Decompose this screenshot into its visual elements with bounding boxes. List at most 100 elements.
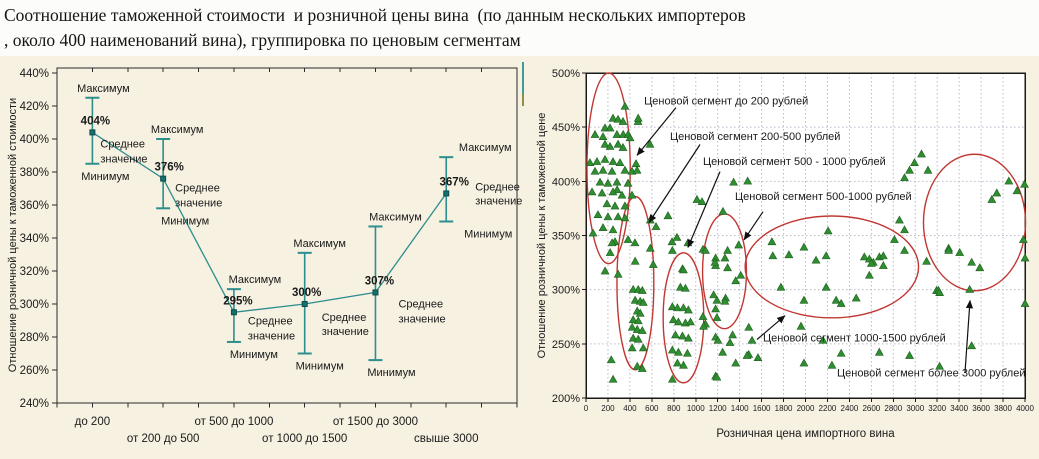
scatter-point xyxy=(895,215,904,224)
scatter-point xyxy=(720,296,730,305)
scatter-point xyxy=(630,256,640,265)
scatter-point xyxy=(618,116,628,125)
scatter-point xyxy=(905,350,914,359)
scatter-point xyxy=(620,213,630,222)
mean-value-label: 295% xyxy=(223,295,252,307)
right-x-tick-label: 3600 xyxy=(972,404,990,413)
scatter-point xyxy=(821,251,831,260)
segment-annotation: Ценовой сегмент более 3000 рублей xyxy=(837,367,1025,379)
scatter-point xyxy=(682,348,692,357)
right-x-tick-label: 0 xyxy=(584,404,589,413)
scatter-point xyxy=(600,266,610,275)
mean-value-label: 376% xyxy=(154,162,183,174)
segment-annotation: Ценовой сегмент 500-1000 рублей xyxy=(735,191,912,203)
scatter-point xyxy=(598,132,608,141)
scatter-point xyxy=(827,360,837,369)
scatter-point xyxy=(585,158,595,167)
right-annotations: Ценовой сегмент до 200 рублей Ценовой сег… xyxy=(636,95,1025,379)
scatter-point xyxy=(734,240,744,249)
left-x-axis: до 200 от 200 до 500 от 500 до 1000 от 1000… xyxy=(56,68,518,445)
scatter-point xyxy=(592,157,602,165)
right-x-axis-title: Розничная цена импортного вина xyxy=(716,428,895,440)
divider-artifact-olive xyxy=(522,94,524,106)
left-x-category-label: от 500 до 1000 xyxy=(194,416,273,428)
scatter-point xyxy=(955,248,965,256)
scatter-point xyxy=(605,248,615,256)
scatter-point xyxy=(923,165,933,174)
scatter-point xyxy=(633,334,643,343)
right-y-axis: 200% 250% 300% 350% 400% 450% 500% xyxy=(552,68,586,405)
scatter-point xyxy=(668,315,678,324)
right-x-tick-label: 1600 xyxy=(753,404,771,413)
scatter-point xyxy=(671,330,680,339)
scatter-point xyxy=(605,123,615,132)
scatter-point xyxy=(625,133,635,142)
scatter-point xyxy=(699,321,708,330)
scatter-point xyxy=(965,284,975,293)
scatter-point xyxy=(667,245,677,254)
segment-ellipse xyxy=(922,153,1027,292)
scatter-point xyxy=(663,211,673,220)
right-chart: 200% 250% 300% 350% 400% 450% 500% 0 200 400 600 80… xyxy=(536,68,1034,440)
left-x-category-label: свыше 3000 xyxy=(414,433,479,445)
scatter-point xyxy=(686,317,695,326)
maximum-label: Максимум xyxy=(77,83,130,95)
scatter-point xyxy=(645,139,655,148)
annotation-arrow xyxy=(687,171,721,248)
scatter-point xyxy=(603,212,613,221)
scatter-point xyxy=(917,149,926,158)
right-x-tick-label: 2000 xyxy=(797,404,815,413)
scatter-point xyxy=(731,358,741,367)
annotation-arrow xyxy=(636,107,677,156)
scatter-point xyxy=(910,158,919,167)
scatter-point xyxy=(673,358,682,367)
right-y-tick-label: 450% xyxy=(552,122,580,134)
maximum-label: Максимум xyxy=(293,238,346,250)
right-x-tick-label: 2800 xyxy=(884,404,902,413)
scatter-point xyxy=(712,295,722,304)
scatter-point xyxy=(742,350,752,359)
mean-caption-line1: Среднее xyxy=(398,298,443,310)
scatter-point xyxy=(718,206,728,215)
right-x-tick-label: 3200 xyxy=(928,404,946,413)
page-title: Соотношение таможенной стоимости и розни… xyxy=(0,0,1039,56)
scatter-point xyxy=(598,165,608,174)
scatter-point xyxy=(613,269,623,278)
mean-caption-line2: значение xyxy=(100,153,147,165)
scatter-point xyxy=(678,331,687,340)
right-x-tick-label: 1800 xyxy=(775,404,793,413)
maximum-label: Максимум xyxy=(151,124,204,136)
scatter-point xyxy=(631,159,641,168)
scatter-point xyxy=(900,245,909,254)
scatter-point xyxy=(935,361,945,370)
scatter-point xyxy=(590,166,600,175)
annotation-arrow xyxy=(756,315,786,340)
mean-marker xyxy=(89,129,96,136)
scatter-point xyxy=(620,201,630,210)
scatter-point xyxy=(736,270,746,279)
scatter-point xyxy=(1020,179,1029,188)
scatter-point xyxy=(711,304,721,313)
scatter-point xyxy=(637,326,647,334)
scatter-point xyxy=(723,245,732,254)
scatter-point xyxy=(692,194,702,203)
scatter-point xyxy=(620,165,630,174)
left-y-tick-label: 240% xyxy=(20,398,49,410)
scatter-point xyxy=(608,225,618,234)
maximum-label: Максимум xyxy=(369,211,422,223)
scatter-point xyxy=(729,177,739,186)
scatter-point xyxy=(620,101,630,110)
left-y-axis-title: Отношение розничной цены к таможенной ст… xyxy=(7,98,19,372)
scatter-point xyxy=(628,333,638,342)
right-x-tick-label: 2600 xyxy=(862,404,880,413)
scatter-point xyxy=(595,177,605,186)
left-point-labels: Максимум Минимум 404% Среднее значение Максим… xyxy=(77,83,522,379)
scatter-point xyxy=(728,330,738,339)
segment-annotation: Ценовой сегмент до 200 рублей xyxy=(644,95,808,107)
scatter-point xyxy=(784,250,794,259)
divider-artifact-teal xyxy=(522,62,524,94)
scatter-point xyxy=(637,285,647,294)
mean-value-label: 300% xyxy=(292,287,321,299)
scatter-point xyxy=(811,255,821,264)
